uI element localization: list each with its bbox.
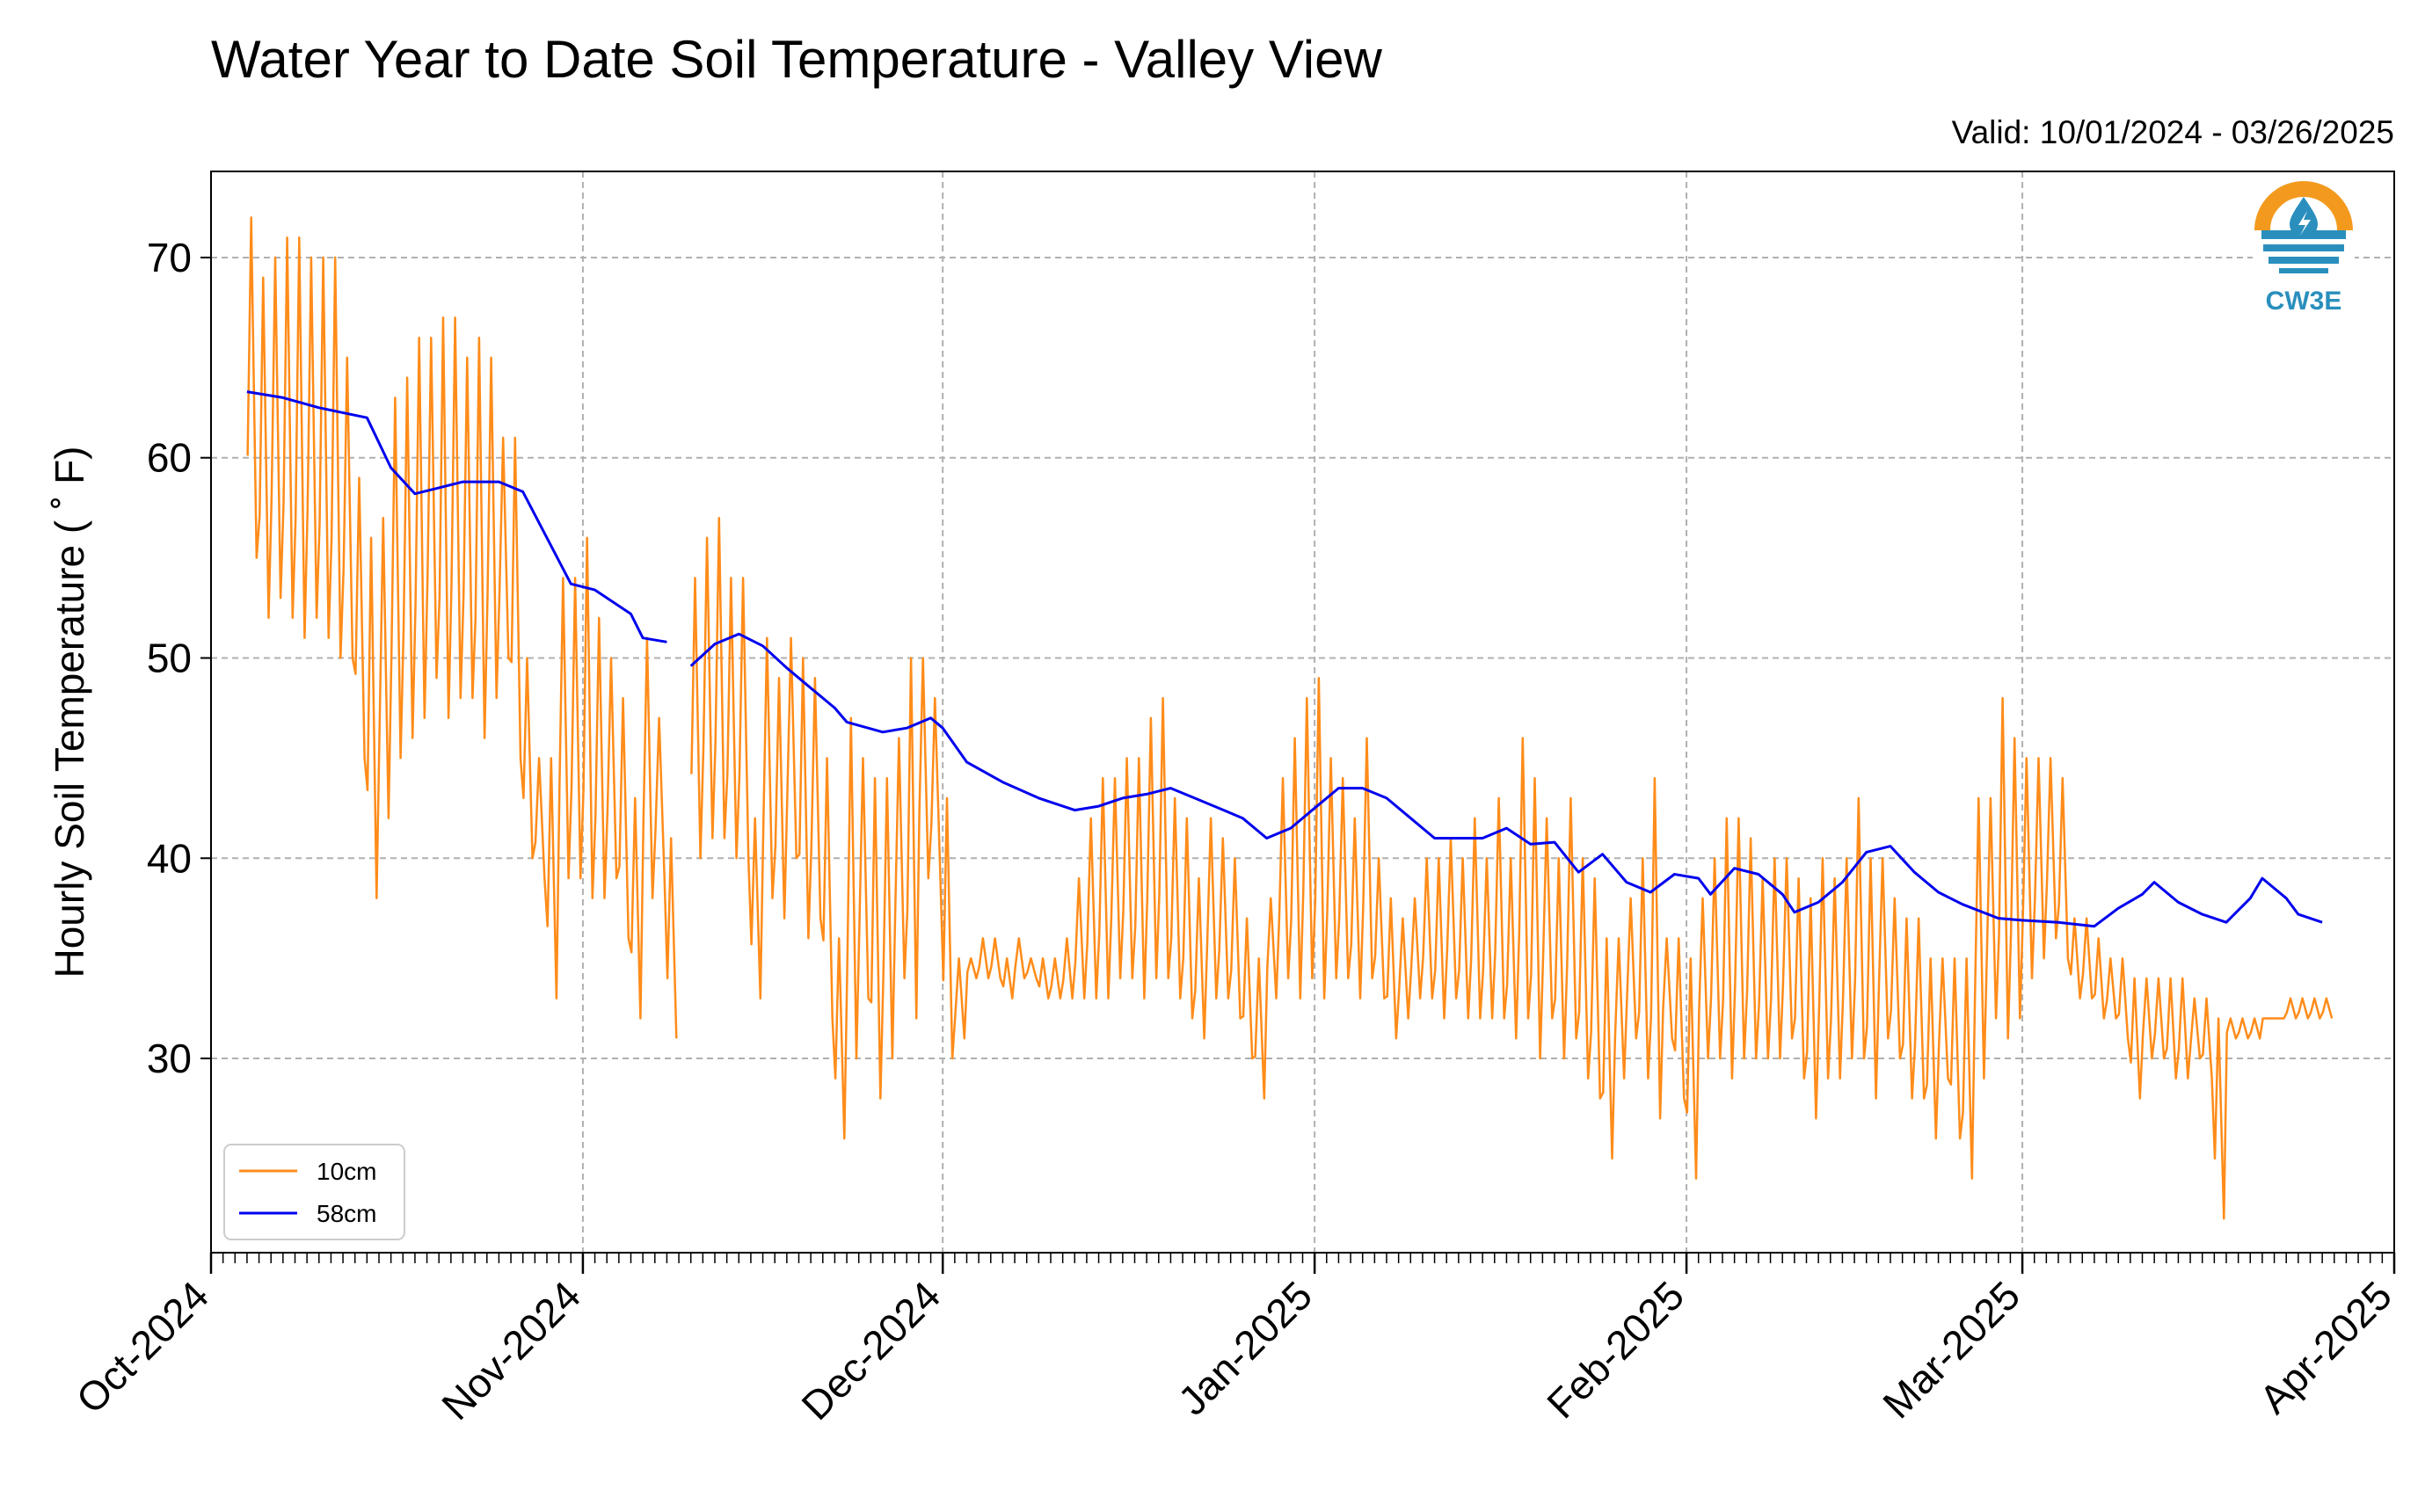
y-tick-label: 60	[147, 435, 192, 481]
x-tick-label: Jan-2025	[1169, 1272, 1321, 1423]
legend: 10cm 58cm	[223, 1144, 405, 1240]
chart-title: Water Year to Date Soil Temperature - Va…	[211, 30, 1382, 89]
legend-box	[223, 1144, 405, 1240]
y-tick-label: 50	[147, 636, 192, 681]
x-axis-ticks: Oct-2024 Nov-2024 Dec-2024 Jan-2025 Feb-2025…	[68, 1253, 2400, 1428]
y-tick-label: 70	[147, 235, 192, 280]
x-tick-label: Nov-2024	[433, 1272, 589, 1428]
plot-frame	[210, 171, 2395, 1254]
series-58cm-line	[689, 632, 2323, 928]
y-axis-ticks: 30 40 50 60 70	[147, 235, 211, 1081]
x-tick-label: Feb-2025	[1538, 1272, 1693, 1427]
cw3e-logo: CW3E	[2253, 181, 2355, 316]
x-tick-label: Dec-2024	[792, 1272, 949, 1428]
y-tick-label: 30	[147, 1036, 192, 1081]
series-58cm-line	[246, 390, 667, 643]
legend-label-58cm: 58cm	[317, 1200, 376, 1227]
series-10cm-line	[246, 216, 678, 1039]
y-axis-label: Hourly Soil Temperature ( ˚ F)	[47, 447, 92, 978]
logo-text: CW3E	[2266, 287, 2342, 316]
series-10cm-line	[690, 516, 2334, 1220]
y-tick-label: 40	[147, 835, 192, 881]
x-tick-label: Apr-2025	[2250, 1272, 2400, 1422]
legend-label-10cm: 10cm	[317, 1158, 376, 1185]
grid-lines	[211, 171, 2394, 1253]
x-tick-label: Mar-2025	[1874, 1272, 2028, 1427]
x-tick-label: Oct-2024	[68, 1272, 218, 1422]
series-58cm	[246, 390, 2323, 928]
series-10cm	[246, 216, 2334, 1220]
chart-subtitle: Valid: 10/01/2024 - 03/26/2025	[1952, 114, 2394, 150]
